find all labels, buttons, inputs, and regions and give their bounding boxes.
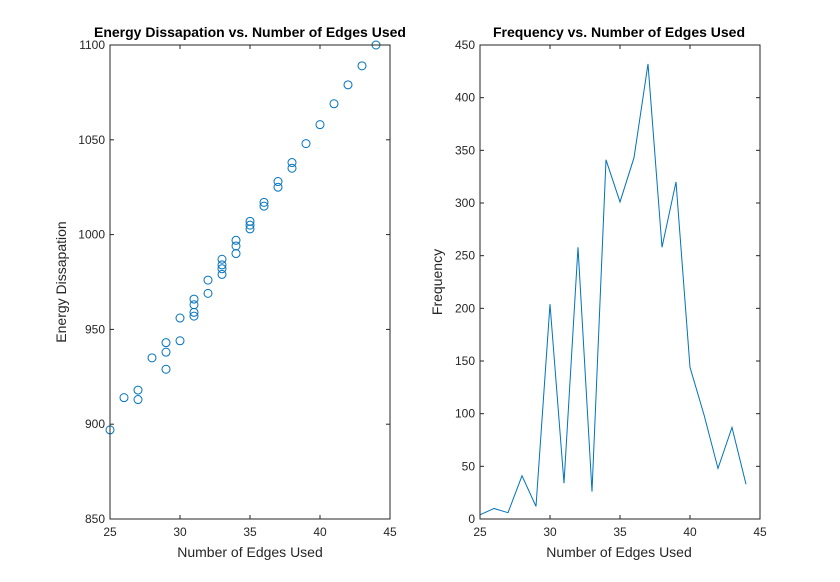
y-tick-label: 900 bbox=[85, 417, 105, 431]
scatter-point bbox=[147, 353, 157, 363]
scatter-point bbox=[133, 385, 143, 395]
scatter-point bbox=[287, 158, 297, 168]
scatter-point bbox=[273, 177, 283, 187]
scatter-point bbox=[245, 220, 255, 230]
chart-title: Energy Dissapation vs. Number of Edges U… bbox=[94, 24, 406, 40]
x-tick-label: 30 bbox=[543, 525, 557, 539]
y-tick-label: 150 bbox=[455, 354, 475, 368]
scatter-point bbox=[161, 338, 171, 348]
series-line bbox=[479, 63, 747, 516]
y-tick-label: 100 bbox=[455, 407, 475, 421]
y-tick-label: 1100 bbox=[79, 38, 105, 52]
plot-frame bbox=[479, 44, 761, 520]
scatter-point bbox=[343, 80, 353, 90]
y-tick-label: 1000 bbox=[78, 228, 105, 242]
y-tick-label: 300 bbox=[455, 196, 475, 210]
scatter-point bbox=[329, 99, 339, 109]
y-tick-label: 0 bbox=[468, 512, 475, 526]
scatter-point bbox=[161, 364, 171, 374]
y-tick-label: 850 bbox=[85, 512, 105, 526]
scatter-point bbox=[217, 264, 227, 274]
x-axis-label: Number of Edges Used bbox=[546, 544, 692, 560]
scatter-point bbox=[175, 313, 185, 323]
plot-frame bbox=[109, 44, 391, 520]
scatter-point bbox=[203, 275, 213, 285]
y-tick-label: 400 bbox=[455, 91, 475, 105]
scatter-point bbox=[161, 347, 171, 357]
scatter-point bbox=[119, 393, 129, 403]
y-axis-label: Energy Dissapation bbox=[53, 221, 69, 342]
scatter-point bbox=[301, 139, 311, 149]
x-tick-label: 25 bbox=[103, 525, 117, 539]
x-tick-label: 35 bbox=[613, 525, 627, 539]
scatter-point bbox=[217, 254, 227, 264]
y-tick-label: 950 bbox=[85, 322, 105, 336]
y-axis-label: Frequency bbox=[429, 249, 445, 315]
scatter-point bbox=[287, 163, 297, 173]
y-tick-label: 250 bbox=[455, 249, 475, 263]
scatter-point bbox=[231, 241, 241, 251]
scatter-marks bbox=[105, 40, 381, 435]
y-tick-label: 450 bbox=[455, 38, 475, 52]
scatter-point bbox=[231, 249, 241, 259]
y-tick-label: 350 bbox=[455, 143, 475, 157]
scatter-point bbox=[217, 269, 227, 279]
scatter-point bbox=[133, 395, 143, 405]
scatter-point bbox=[245, 216, 255, 226]
scatter-point bbox=[273, 182, 283, 192]
x-tick-label: 45 bbox=[753, 525, 767, 539]
scatter-point bbox=[259, 201, 269, 211]
y-tick-label: 50 bbox=[462, 459, 476, 473]
scatter-point bbox=[203, 288, 213, 298]
line-chart: Frequency vs. Number of Edges Used 25 30 3… bbox=[429, 24, 767, 560]
scatter-point bbox=[259, 197, 269, 207]
line-marks bbox=[479, 63, 747, 516]
x-tick-label: 40 bbox=[683, 525, 697, 539]
x-tick-label: 30 bbox=[173, 525, 187, 539]
chart-title: Frequency vs. Number of Edges Used bbox=[493, 24, 745, 40]
scatter-point bbox=[231, 235, 241, 245]
axes: 25 30 35 40 45 850 900 950 1000 1050 1100 bbox=[78, 38, 397, 539]
scatter-point bbox=[315, 120, 325, 130]
y-tick-label: 1050 bbox=[78, 133, 105, 147]
scatter-point bbox=[189, 311, 199, 321]
scatter-point bbox=[189, 294, 199, 304]
scatter-point bbox=[189, 300, 199, 310]
y-tick-label: 200 bbox=[455, 301, 475, 315]
x-tick-label: 40 bbox=[313, 525, 327, 539]
scatter-point bbox=[357, 61, 367, 71]
x-tick-label: 35 bbox=[243, 525, 257, 539]
x-axis-label: Number of Edges Used bbox=[177, 544, 323, 560]
scatter-point bbox=[175, 336, 185, 346]
x-tick-label: 45 bbox=[383, 525, 397, 539]
scatter-chart: Energy Dissapation vs. Number of Edges U… bbox=[53, 24, 406, 560]
scatter-point bbox=[217, 260, 227, 270]
x-tick-label: 25 bbox=[473, 525, 487, 539]
